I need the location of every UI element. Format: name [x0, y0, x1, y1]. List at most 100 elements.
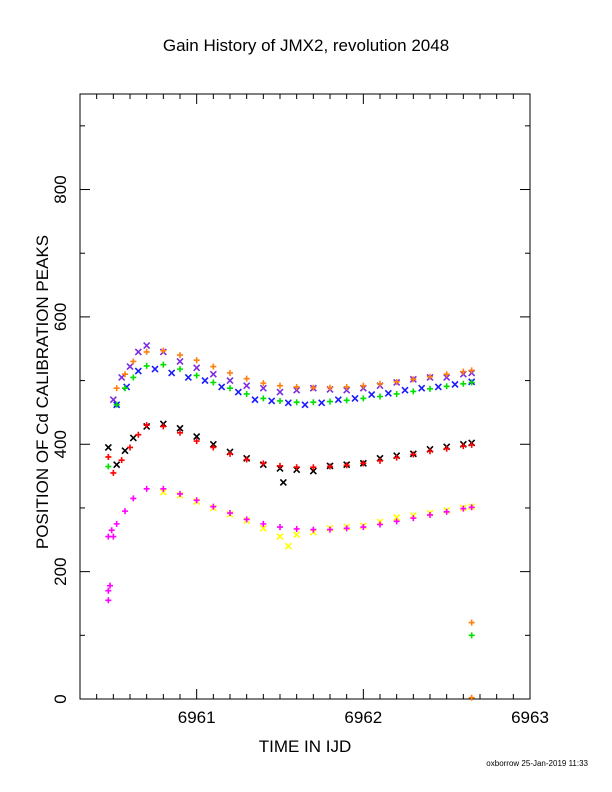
data-point	[143, 362, 150, 369]
data-point	[460, 505, 467, 512]
data-point	[176, 357, 184, 366]
data-point	[334, 396, 342, 404]
data-point	[122, 371, 128, 378]
data-point	[443, 373, 451, 381]
data-point	[193, 372, 200, 379]
data-point	[451, 380, 459, 388]
data-point	[284, 399, 292, 407]
data-point	[279, 478, 287, 487]
y-tick-label: 800	[51, 175, 70, 203]
data-point	[126, 363, 134, 371]
data-point	[193, 357, 200, 364]
data-point	[343, 383, 350, 390]
data-point	[360, 395, 367, 402]
data-point	[210, 363, 217, 370]
data-point	[410, 515, 417, 522]
data-point	[260, 395, 267, 402]
data-point	[393, 378, 400, 385]
data-point	[193, 364, 201, 372]
data-point	[122, 385, 128, 392]
data-point	[327, 384, 333, 391]
x-axis-label: TIME IN IJD	[258, 737, 352, 756]
series-3	[105, 361, 475, 639]
data-point	[130, 374, 137, 381]
data-point	[468, 441, 475, 448]
data-point	[118, 373, 126, 381]
data-point	[134, 367, 142, 375]
data-point	[293, 399, 300, 406]
x-tick-label: 6963	[511, 708, 549, 727]
axis-tick-labels: 6961 6962 6963 0 200 400 600 800	[51, 175, 549, 727]
data-point	[143, 485, 150, 492]
x-tick-label: 6962	[344, 708, 382, 727]
data-point	[209, 370, 217, 378]
data-point	[343, 525, 350, 532]
data-point	[327, 463, 333, 470]
data-point	[259, 524, 267, 532]
data-point	[327, 398, 333, 405]
data-point	[109, 396, 117, 404]
data-point	[434, 383, 442, 391]
data-point	[443, 371, 450, 378]
data-point	[177, 366, 183, 373]
data-point	[243, 390, 250, 397]
data-point	[227, 385, 233, 392]
data-point	[377, 380, 383, 387]
data-point	[460, 368, 467, 375]
chart-title: Gain History of JMX2, revolution 2048	[162, 36, 450, 55]
data-point	[260, 460, 267, 467]
data-point	[135, 431, 142, 438]
data-point	[377, 521, 383, 528]
data-point	[260, 380, 267, 387]
data-point	[243, 382, 251, 390]
series-4	[104, 420, 476, 487]
data-point	[160, 347, 167, 354]
data-point	[159, 488, 167, 496]
data-point	[327, 526, 333, 533]
data-point	[351, 394, 359, 402]
data-point	[130, 358, 137, 365]
data-point	[310, 384, 317, 391]
data-point	[443, 445, 450, 452]
data-point	[293, 531, 301, 539]
data-point	[243, 516, 250, 523]
y-tick-label: 400	[51, 430, 70, 458]
data-point	[105, 597, 112, 604]
data-point	[468, 504, 475, 511]
data-point	[393, 454, 400, 461]
data-point	[177, 429, 183, 436]
data-point	[209, 440, 217, 448]
data-point	[384, 389, 392, 397]
data-marks	[104, 341, 476, 701]
data-point	[226, 377, 234, 385]
data-point	[360, 524, 367, 531]
data-point	[143, 422, 150, 429]
data-point	[243, 375, 250, 382]
data-point	[105, 533, 112, 540]
axis-ticks	[79, 94, 531, 700]
data-point	[310, 399, 317, 406]
data-point	[227, 510, 233, 517]
data-point	[107, 582, 113, 589]
data-point	[460, 380, 467, 387]
data-point	[121, 447, 129, 455]
data-point	[108, 527, 115, 534]
data-point	[277, 462, 283, 469]
plot-frame	[79, 93, 531, 700]
data-point	[134, 348, 142, 356]
y-tick-label: 600	[51, 303, 70, 331]
data-point	[377, 457, 383, 464]
data-point	[468, 632, 475, 639]
x-tick-label: 6961	[178, 708, 216, 727]
data-point	[443, 508, 450, 515]
data-point	[360, 382, 367, 389]
data-point	[343, 386, 351, 394]
data-point	[468, 694, 475, 701]
data-point	[468, 619, 475, 626]
data-point	[113, 461, 121, 469]
data-point	[410, 388, 417, 395]
data-point	[277, 397, 283, 404]
data-point	[104, 443, 112, 452]
data-point	[118, 457, 125, 464]
